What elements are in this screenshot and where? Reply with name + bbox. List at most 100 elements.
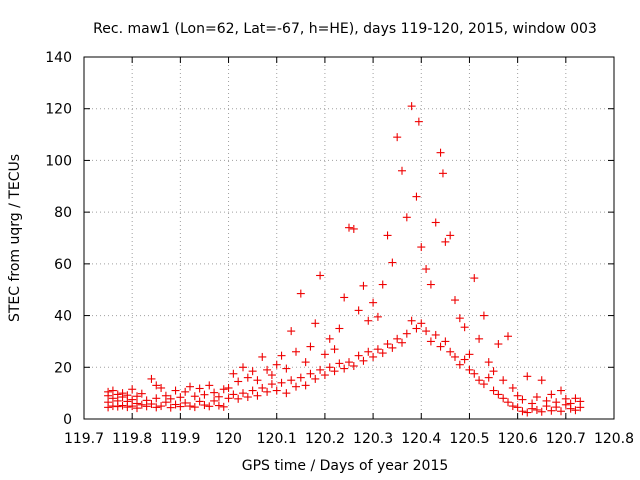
x-tick-label: 120.7	[546, 431, 586, 447]
data-point	[431, 330, 440, 339]
data-point	[108, 386, 117, 395]
grid-lines	[84, 57, 614, 419]
x-tick-label: 119.7	[64, 431, 104, 447]
data-point	[414, 117, 423, 126]
data-point	[547, 390, 556, 399]
data-point	[537, 407, 546, 416]
data-point	[190, 392, 199, 401]
y-tick-label: 80	[54, 205, 72, 221]
data-point	[137, 389, 146, 398]
data-point	[133, 392, 141, 401]
data-point	[354, 306, 363, 315]
data-point	[311, 319, 320, 328]
data-point	[489, 386, 498, 395]
data-point	[345, 358, 353, 367]
data-point	[547, 406, 556, 415]
data-point	[128, 385, 137, 394]
data-point	[157, 402, 166, 411]
data-point	[422, 265, 431, 274]
data-point	[306, 342, 315, 351]
data-point	[557, 407, 565, 416]
data-point	[147, 374, 156, 383]
data-point	[267, 380, 276, 389]
data-point	[292, 347, 300, 356]
data-point	[455, 314, 464, 323]
data-point	[561, 394, 570, 403]
data-point	[441, 237, 450, 246]
data-point	[272, 386, 281, 395]
data-point	[171, 386, 180, 395]
data-point	[181, 387, 190, 396]
data-point	[417, 319, 426, 328]
data-point	[239, 389, 247, 398]
data-point	[311, 374, 320, 383]
data-point	[436, 342, 445, 351]
data-point	[335, 324, 344, 333]
data-point	[133, 399, 141, 408]
data-point	[229, 390, 238, 399]
data-point	[186, 382, 194, 391]
data-point	[340, 364, 349, 373]
data-point	[378, 349, 387, 358]
data-point	[359, 356, 368, 365]
data-point	[402, 329, 411, 338]
data-point	[219, 402, 228, 411]
data-point	[166, 403, 175, 412]
data-point	[407, 316, 416, 325]
data-point	[373, 312, 382, 321]
data-point	[253, 376, 262, 385]
data-point	[224, 394, 233, 403]
data-point	[388, 258, 397, 267]
data-point	[369, 352, 378, 361]
data-point	[475, 376, 484, 385]
data-point	[412, 192, 421, 201]
data-point	[465, 350, 474, 359]
data-point	[166, 394, 175, 403]
data-point	[214, 401, 223, 410]
data-point	[499, 394, 508, 403]
data-point	[364, 347, 373, 356]
x-tick-label: 120.1	[257, 431, 297, 447]
data-point	[373, 345, 382, 354]
data-point	[118, 389, 127, 398]
y-tick-label: 140	[45, 50, 72, 66]
data-point	[528, 399, 537, 408]
data-point	[157, 383, 166, 392]
data-point	[383, 231, 392, 240]
x-tick-label: 119.9	[160, 431, 200, 447]
y-tick-label: 100	[45, 153, 72, 169]
data-point	[243, 393, 252, 402]
data-point	[412, 324, 421, 333]
data-point	[383, 340, 392, 349]
data-point	[388, 343, 397, 352]
data-point	[335, 359, 344, 368]
data-point	[407, 102, 416, 111]
x-tick-label: 120.8	[594, 431, 634, 447]
data-point	[426, 280, 435, 289]
data-point	[378, 280, 387, 289]
data-point	[325, 334, 334, 343]
data-point	[200, 390, 209, 399]
data-point	[402, 213, 411, 222]
data-point	[431, 218, 440, 227]
data-point	[214, 392, 223, 401]
data-point	[438, 169, 447, 178]
data-point	[320, 371, 329, 380]
data-point	[210, 388, 219, 397]
data-point	[137, 400, 146, 409]
data-point	[465, 365, 474, 374]
data-point	[253, 391, 262, 400]
data-point	[494, 340, 503, 349]
y-tick-labels: 0 20 40 60 80 100 120 140	[45, 50, 72, 428]
data-point	[248, 386, 257, 395]
data-point	[571, 406, 580, 415]
data-point	[108, 394, 117, 403]
data-point	[537, 376, 546, 385]
data-point	[195, 397, 204, 406]
data-point	[518, 395, 527, 404]
x-tick-label: 120.3	[353, 431, 393, 447]
data-point	[147, 400, 156, 409]
data-point	[393, 334, 402, 343]
data-point	[455, 360, 464, 369]
